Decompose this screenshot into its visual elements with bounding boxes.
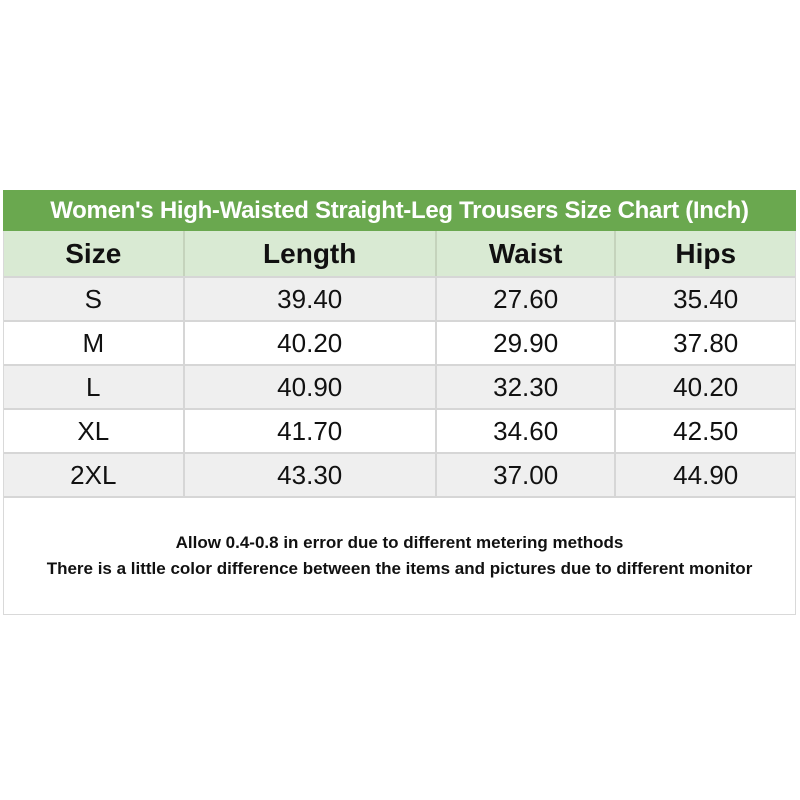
notes-section: Allow 0.4-0.8 in error due to different … (4, 498, 795, 614)
length-cell: 39.40 (182, 276, 437, 322)
waist-cell: 29.90 (434, 320, 617, 366)
note-metering-error: Allow 0.4-0.8 in error due to different … (175, 533, 624, 552)
waist-cell: 32.30 (434, 364, 617, 410)
size-cell: XL (4, 408, 185, 454)
hips-cell: 35.40 (614, 276, 795, 322)
waist-cell: 27.60 (434, 276, 617, 322)
hips-cell: 42.50 (614, 408, 795, 454)
hips-cell: 40.20 (614, 364, 795, 410)
chart-title: Women's High-Waisted Straight-Leg Trouse… (50, 196, 749, 224)
chart-title-bar: Women's High-Waisted Straight-Leg Trouse… (3, 190, 796, 231)
size-cell: L (4, 364, 185, 410)
column-header-length: Length (182, 231, 437, 278)
table-header-row: Size Length Waist Hips (4, 231, 795, 278)
waist-cell: 34.60 (434, 408, 617, 454)
length-cell: 40.90 (182, 364, 437, 410)
column-header-waist: Waist (434, 231, 617, 278)
size-chart-card: Women's High-Waisted Straight-Leg Trouse… (3, 190, 796, 615)
size-cell: M (4, 320, 185, 366)
table-row-xl: XL 41.70 34.60 42.50 (4, 408, 795, 454)
length-cell: 40.20 (182, 320, 437, 366)
column-header-hips: Hips (614, 231, 795, 278)
table-row-2xl: 2XL 43.30 37.00 44.90 (4, 452, 795, 498)
table-row-l: L 40.90 32.30 40.20 (4, 364, 795, 410)
size-cell: 2XL (4, 452, 185, 498)
note-color-difference: There is a little color difference betwe… (46, 559, 753, 578)
hips-cell: 44.90 (614, 452, 795, 498)
column-header-size: Size (4, 231, 185, 278)
size-cell: S (4, 276, 185, 322)
size-table: Size Length Waist Hips S 39.40 27.60 35.… (4, 231, 795, 498)
table-row-s: S 39.40 27.60 35.40 (4, 276, 795, 322)
table-row-m: M 40.20 29.90 37.80 (4, 320, 795, 366)
hips-cell: 37.80 (614, 320, 795, 366)
waist-cell: 37.00 (434, 452, 617, 498)
length-cell: 41.70 (182, 408, 437, 454)
length-cell: 43.30 (182, 452, 437, 498)
